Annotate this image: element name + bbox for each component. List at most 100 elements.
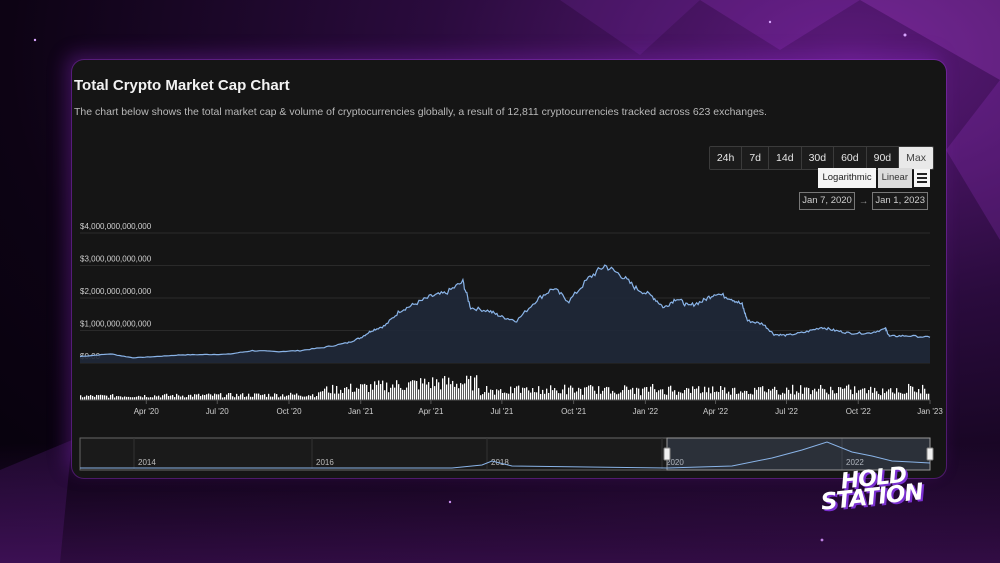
navigator-handle[interactable] [926, 447, 934, 461]
volume-bar [328, 392, 330, 400]
date-from-input[interactable]: Jan 7, 2020 [799, 192, 855, 210]
volume-bar [878, 393, 880, 400]
volume-bar [390, 387, 392, 400]
linear-button[interactable]: Linear [877, 168, 912, 188]
volume-bar [192, 396, 194, 400]
volume-bar [512, 393, 514, 400]
volume-bar [548, 392, 550, 400]
volume-bar [338, 393, 340, 400]
volume-bar [162, 395, 164, 400]
volume-bar [714, 392, 716, 400]
range-button-max[interactable]: Max [899, 147, 933, 169]
y-tick-label: $3,000,000,000,000 [80, 255, 152, 264]
navigator-label: 2016 [316, 458, 334, 467]
volume-bar [724, 387, 726, 400]
volume-bar [606, 386, 608, 400]
volume-bar [290, 392, 292, 400]
volume-bar [308, 395, 310, 400]
date-to-input[interactable]: Jan 1, 2023 [872, 192, 928, 210]
volume-bar [470, 375, 472, 400]
volume-bar [172, 395, 174, 400]
volume-bar [796, 391, 798, 400]
volume-bar [720, 385, 722, 400]
volume-bar [180, 396, 182, 400]
volume-bar [780, 394, 782, 400]
range-button-14d[interactable]: 14d [769, 147, 802, 169]
volume-bar [276, 394, 278, 400]
volume-bar [812, 390, 814, 400]
navigator-handle[interactable] [663, 447, 671, 461]
volume-bar [818, 388, 820, 400]
volume-bar [106, 395, 108, 400]
volume-bar [764, 391, 766, 400]
volume-bar [684, 389, 686, 400]
volume-bar [794, 394, 796, 400]
volume-bar [896, 388, 898, 400]
hamburger-menu-icon[interactable] [914, 169, 930, 187]
range-button-60d[interactable]: 60d [834, 147, 867, 169]
volume-bar [460, 383, 462, 400]
volume-bar [324, 388, 326, 400]
volume-bar [272, 396, 274, 400]
volume-bar [284, 396, 286, 400]
range-button-90d[interactable]: 90d [866, 147, 900, 169]
volume-bar [476, 375, 478, 400]
volume-bar [278, 397, 280, 400]
volume-bar [694, 389, 696, 400]
volume-bar [330, 393, 332, 400]
volume-bar [242, 393, 244, 400]
y-tick-label: $1,000,000,000,000 [80, 320, 152, 329]
volume-bar [458, 388, 460, 400]
volume-bar [358, 388, 360, 400]
volume-bar [552, 390, 554, 400]
logarithmic-button[interactable]: Logarithmic [818, 168, 876, 188]
volume-bar [466, 375, 468, 400]
volume-bar [428, 382, 430, 400]
volume-bar [774, 386, 776, 400]
range-button-24h[interactable]: 24h [709, 147, 743, 169]
volume-bar [526, 387, 528, 400]
volume-bar [596, 393, 598, 400]
market-cap-area [80, 265, 930, 363]
volume-bar [630, 389, 632, 400]
navigator[interactable]: 2014 2016 2018 2020 2022 [79, 437, 934, 471]
volume-bar [534, 392, 536, 400]
volume-bar [822, 388, 824, 400]
volume-bar [882, 388, 884, 400]
volume-bar [620, 392, 622, 400]
volume-bar [446, 384, 448, 400]
volume-bar [216, 394, 218, 400]
volume-bar [640, 395, 642, 400]
volume-bar [610, 393, 612, 400]
volume-bar [848, 384, 850, 400]
volume-bar [776, 389, 778, 400]
volume-bar [302, 396, 304, 400]
volume-bar [798, 392, 800, 400]
volume-bar [306, 396, 308, 400]
volume-bar [388, 392, 390, 400]
volume-bar [170, 395, 172, 400]
navigator-label: 2014 [138, 458, 156, 467]
volume-bar [452, 380, 454, 400]
range-button-7d[interactable]: 7d [742, 147, 770, 169]
volume-bar [190, 394, 192, 400]
volume-bar [340, 389, 342, 400]
volume-bar [154, 395, 156, 400]
volume-bar [348, 389, 350, 400]
volume-bar [94, 396, 96, 400]
market-cap-chart[interactable]: $0.00$1,000,000,000,000$2,000,000,000,00… [72, 60, 946, 478]
volume-bar [800, 385, 802, 400]
volume-bar [558, 393, 560, 400]
volume-bar [166, 393, 168, 400]
volume-bar [468, 379, 470, 400]
volume-bar [100, 394, 102, 400]
volume-bar [910, 385, 912, 400]
volume-bar [398, 384, 400, 400]
volume-bar [786, 387, 788, 400]
volume-bar [258, 393, 260, 400]
range-button-30d[interactable]: 30d [801, 147, 835, 169]
volume-bar [138, 395, 140, 400]
volume-bar [230, 392, 232, 400]
volume-bar [206, 394, 208, 400]
volume-bar [244, 396, 246, 400]
